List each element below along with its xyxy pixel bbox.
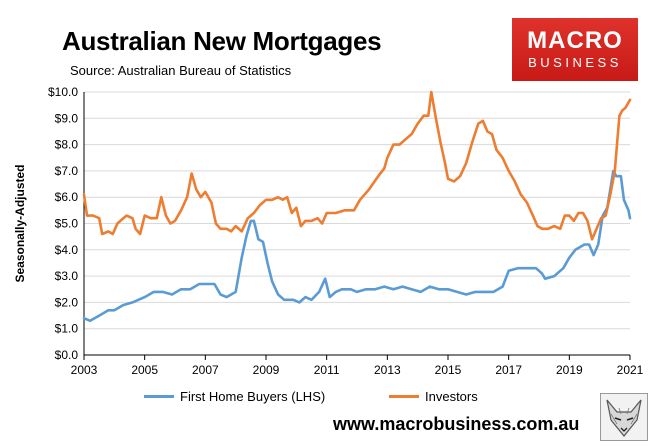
x-tick-label: 2009 [253, 363, 280, 377]
y-tick-label: $1.0 [55, 322, 79, 336]
y-tick-label: $5.0 [55, 217, 79, 231]
x-tick-label: 2013 [374, 363, 401, 377]
series-line-investors [82, 90, 632, 241]
x-tick-label: 2003 [71, 363, 98, 377]
x-tick-label: 2007 [192, 363, 219, 377]
chart-subtitle: Source: Australian Bureau of Statistics [70, 63, 292, 78]
y-tick-label: $7.0 [55, 164, 79, 178]
legend-swatch-first-home-buyers [144, 395, 174, 398]
legend-label-first-home-buyers: First Home Buyers (LHS) [180, 389, 326, 404]
footer-url: www.macrobusiness.com.au [333, 414, 580, 434]
y-tick-label: $10.0 [48, 85, 78, 99]
x-tick-label: 2011 [314, 363, 340, 377]
legend-item-first-home-buyers: First Home Buyers (LHS) [144, 389, 325, 404]
macrobusiness-logo: MACRO BUSINESS [512, 18, 638, 81]
y-axis-label: Seasonally-Adjusted [13, 164, 27, 282]
chart-title: Australian New Mortgages [62, 26, 382, 56]
y-tick-label: $6.0 [55, 190, 79, 204]
y-tick-label: $4.0 [55, 243, 79, 257]
x-tick-label: 2019 [556, 363, 583, 377]
y-tick-label: $9.0 [55, 111, 79, 125]
legend-item-investors: Investors [389, 389, 478, 404]
x-tick-label: 2005 [131, 363, 158, 377]
y-tick-label: $2.0 [55, 295, 79, 309]
x-tick-label: 2021 [617, 363, 644, 377]
x-tick-label: 2015 [435, 363, 462, 377]
y-tick-label: $0.0 [55, 348, 79, 362]
legend-swatch-investors [389, 395, 419, 398]
legend-label-investors: Investors [425, 389, 478, 404]
y-tick-label: $8.0 [55, 138, 79, 152]
series-line-first-home-buyers [82, 169, 632, 323]
fox-logo-icon [600, 393, 648, 441]
x-tick-label: 2017 [495, 363, 522, 377]
y-tick-label: $3.0 [55, 269, 79, 283]
logo-line-1: MACRO [527, 27, 623, 54]
logo-line-2: BUSINESS [528, 55, 622, 70]
